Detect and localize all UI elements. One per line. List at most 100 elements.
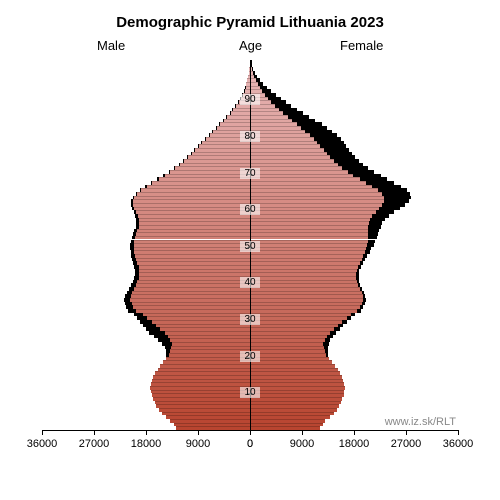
male-bar	[139, 265, 251, 269]
male-bar	[170, 338, 250, 342]
female-excess-bar	[382, 192, 410, 196]
female-excess-bar	[353, 174, 380, 178]
female-excess-bar	[330, 155, 355, 159]
female-excess-bar	[265, 93, 276, 97]
male-bar	[136, 210, 250, 214]
female-excess-bar	[338, 163, 363, 167]
female-bar	[250, 287, 360, 291]
female-excess-bar	[360, 305, 363, 309]
male-bar	[153, 375, 250, 379]
female-excess-bar	[330, 331, 336, 335]
female-bar	[250, 397, 342, 401]
x-tick-label: 0	[230, 438, 270, 450]
female-bar	[250, 291, 362, 295]
male-excess-bar	[136, 192, 138, 196]
male-bar	[139, 269, 250, 273]
female-bar	[250, 408, 337, 412]
x-tick-label: 18000	[126, 438, 166, 450]
male-bar	[151, 390, 250, 394]
female-excess-bar	[360, 177, 388, 181]
female-bar	[250, 357, 329, 361]
male-excess-bar	[143, 324, 156, 328]
female-bar	[250, 415, 330, 419]
male-bar	[230, 111, 250, 115]
female-excess-bar	[367, 243, 373, 247]
y-tick-label: 20	[240, 351, 260, 362]
male-bar	[137, 192, 250, 196]
female-bar	[250, 368, 338, 372]
female-bar	[250, 276, 356, 280]
female-bar	[250, 360, 332, 364]
female-bar	[250, 283, 358, 287]
male-excess-bar	[135, 269, 139, 273]
male-bar	[132, 302, 250, 306]
female-excess-bar	[327, 335, 333, 339]
female-excess-bar	[376, 210, 394, 214]
female-excess-bar	[351, 313, 355, 317]
female-bar	[250, 243, 367, 247]
female-excess-bar	[356, 276, 358, 280]
female-excess-bar	[271, 100, 285, 104]
male-bar	[165, 174, 251, 178]
female-excess-bar	[357, 309, 360, 313]
female-bar	[250, 375, 342, 379]
male-label: Male	[97, 38, 125, 53]
female-bar	[250, 316, 347, 320]
male-bar	[156, 324, 250, 328]
male-bar	[136, 283, 250, 287]
male-excess-bar	[133, 196, 135, 200]
female-excess-bar	[253, 71, 255, 75]
male-excess-bar	[133, 280, 138, 284]
male-bar	[136, 232, 250, 236]
age-label: Age	[239, 38, 262, 53]
male-excess-bar	[129, 287, 134, 291]
male-excess-bar	[131, 254, 135, 258]
female-excess-bar	[363, 298, 366, 302]
female-bar	[250, 126, 301, 130]
female-bar	[250, 404, 339, 408]
x-tick-label: 9000	[178, 438, 218, 450]
male-excess-bar	[132, 258, 136, 262]
female-bar	[250, 221, 369, 225]
y-tick-label: 80	[240, 131, 260, 142]
male-bar	[165, 331, 251, 335]
male-excess-bar	[145, 185, 147, 189]
male-excess-bar	[130, 247, 134, 251]
male-bar	[152, 181, 250, 185]
female-excess-bar	[356, 272, 358, 276]
male-bar	[160, 327, 250, 331]
male-bar	[174, 423, 250, 427]
male-bar	[134, 250, 250, 254]
female-bar	[250, 298, 363, 302]
female-bar	[250, 192, 382, 196]
male-bar	[152, 320, 250, 324]
female-excess-bar	[342, 320, 347, 324]
y-tick-label: 70	[240, 168, 260, 179]
female-bar	[250, 346, 324, 350]
female-bar	[250, 108, 279, 112]
female-excess-bar	[301, 126, 327, 130]
female-excess-bar	[362, 258, 365, 262]
female-bar	[250, 159, 334, 163]
male-excess-bar	[131, 250, 135, 254]
male-bar	[138, 214, 250, 218]
male-excess-bar	[140, 320, 152, 324]
female-excess-bar	[360, 261, 363, 265]
male-excess-bar	[162, 342, 172, 346]
male-bar	[169, 353, 250, 357]
female-excess-bar	[366, 247, 371, 251]
male-bar	[188, 155, 250, 159]
male-excess-bar	[136, 218, 139, 222]
male-excess-bar	[125, 302, 132, 306]
male-bar	[152, 393, 250, 397]
male-bar	[195, 148, 250, 152]
female-excess-bar	[369, 221, 382, 225]
female-bar	[250, 199, 384, 203]
female-bar	[250, 232, 368, 236]
female-excess-bar	[368, 225, 380, 229]
female-excess-bar	[310, 133, 337, 137]
female-bar	[250, 115, 288, 119]
female-excess-bar	[297, 122, 322, 126]
male-bar	[168, 335, 250, 339]
male-bar	[171, 346, 250, 350]
